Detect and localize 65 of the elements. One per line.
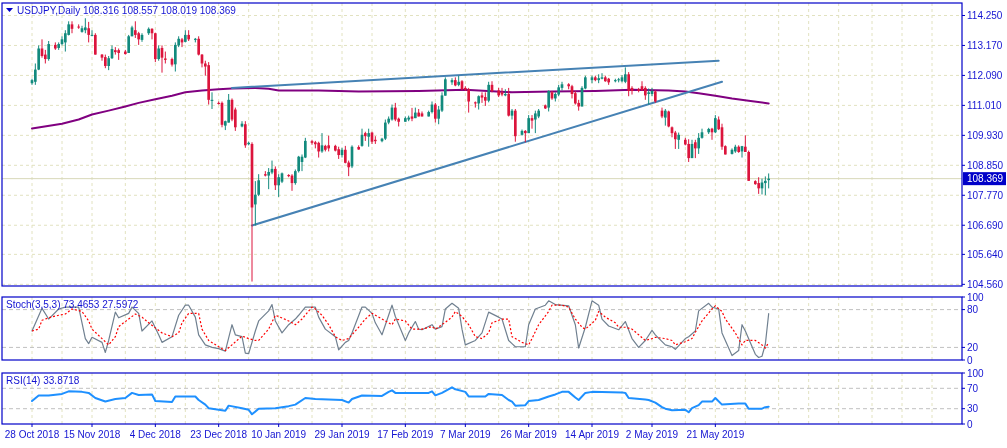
y-tick-label: 20 xyxy=(967,341,979,353)
y-tick-label: 105.640 xyxy=(967,248,1004,260)
ref-line-label: 108.369 xyxy=(967,173,1004,185)
candlestick xyxy=(467,87,470,114)
candlestick xyxy=(384,119,387,141)
x-tick-label: 14 Apr 2019 xyxy=(565,429,620,440)
candlestick xyxy=(647,87,650,106)
y-tick-label: 107.770 xyxy=(967,189,1004,201)
candlestick xyxy=(127,34,130,54)
chart-title: USDJPY,Daily 108.316 108.557 108.019 108.369 xyxy=(17,5,237,16)
y-tick-label: 106.690 xyxy=(967,219,1004,231)
candlestick xyxy=(274,165,277,191)
x-tick-label: 7 Mar 2019 xyxy=(440,429,492,440)
candlestick xyxy=(714,114,717,134)
x-tick-label: 17 Feb 2019 xyxy=(377,429,434,440)
candlestick xyxy=(394,102,397,122)
candlestick xyxy=(94,32,97,56)
y-tick-label: 108.850 xyxy=(967,159,1004,171)
x-tick-label: 15 Nov 2018 xyxy=(63,429,121,440)
y-tick-label: 100 xyxy=(967,291,985,303)
y-tick-label: 114.250 xyxy=(967,9,1003,21)
candlestick xyxy=(694,139,697,159)
candlestick xyxy=(367,128,370,148)
y-tick-label: 0 xyxy=(967,354,973,366)
y-tick-label: 80 xyxy=(967,304,979,316)
candlestick xyxy=(674,130,677,150)
candlestick xyxy=(507,87,510,117)
x-tick-label: 10 Jan 2019 xyxy=(251,429,307,440)
candlestick xyxy=(547,89,550,112)
candlestick xyxy=(227,93,230,124)
candlestick xyxy=(764,175,767,196)
candlestick xyxy=(277,173,280,198)
candlestick xyxy=(474,101,477,109)
y-tick-label: 113.170 xyxy=(967,39,1003,51)
x-tick-label: 21 May 2019 xyxy=(686,429,745,440)
y-tick-label: 112.090 xyxy=(967,69,1003,81)
candlestick xyxy=(627,71,630,97)
candlestick xyxy=(697,132,700,155)
candlestick xyxy=(244,120,247,149)
candlestick xyxy=(600,72,604,80)
line-series xyxy=(31,386,770,416)
candlestick xyxy=(534,110,537,134)
x-tick-label: 23 Dec 2018 xyxy=(190,429,248,440)
y-tick-label: 100 xyxy=(967,367,985,379)
candlestick xyxy=(480,91,484,104)
candlestick xyxy=(434,102,437,124)
x-tick-label: 26 Mar 2019 xyxy=(500,429,558,440)
x-tick-label: 29 Jan 2019 xyxy=(314,429,370,440)
x-tick-label: 4 Dec 2018 xyxy=(129,429,182,440)
candlestick xyxy=(310,139,314,146)
candlestick xyxy=(487,81,490,103)
y-tick-label: 0 xyxy=(967,418,973,430)
chart-title: RSI(14) 33.8718 xyxy=(6,375,80,386)
y-tick-label: 30 xyxy=(967,403,979,415)
y-tick-label: 111.010 xyxy=(967,99,1003,111)
y-tick-label: 109.930 xyxy=(967,129,1004,141)
candlestick xyxy=(77,23,80,30)
candlestick xyxy=(87,21,90,43)
candlestick xyxy=(687,138,690,163)
x-tick-label: 28 Oct 2018 xyxy=(4,429,60,440)
chart-title: Stoch(3,5,3) 73.4653 27.5972 xyxy=(6,299,139,310)
x-tick-label: 2 May 2019 xyxy=(625,429,679,440)
candlestick xyxy=(47,40,50,62)
y-tick-label: 70 xyxy=(967,382,979,394)
y-tick-label: 104.560 xyxy=(967,278,1004,290)
